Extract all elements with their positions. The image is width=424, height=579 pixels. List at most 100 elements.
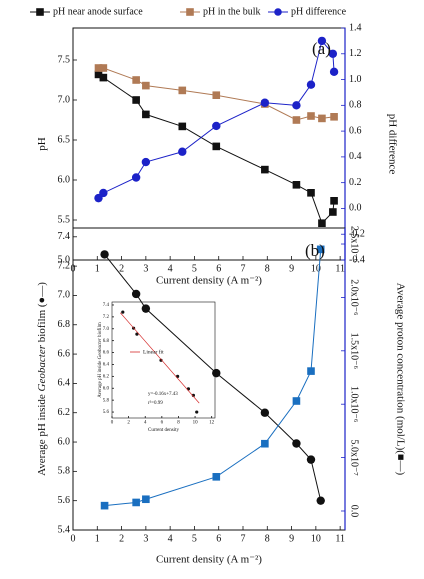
- y-axis-label: pH: [36, 137, 48, 151]
- x-tick-label: 5: [192, 533, 197, 544]
- y-axis-label-part: pH: [36, 137, 48, 151]
- marker: [212, 121, 221, 131]
- x-tick-label: 5: [192, 263, 197, 274]
- marker: [100, 250, 109, 259]
- y2-axis-label: pH difference: [386, 114, 398, 175]
- x-axis-label: Current density (A m⁻²): [156, 275, 262, 287]
- x-tick-label: 2: [119, 533, 124, 544]
- marker: [316, 245, 325, 254]
- x-tick-label: 9: [289, 263, 294, 274]
- marker: [159, 358, 163, 362]
- y-tick-label: 7.4: [58, 231, 71, 242]
- y2-tick-label: 0.0: [349, 505, 360, 518]
- y2-tick-label: 1.2: [349, 48, 362, 59]
- x-tick-label: 11: [335, 533, 345, 544]
- y-tick-label: 6.0: [103, 386, 110, 391]
- x-tick-label: 10: [311, 533, 321, 544]
- marker: [212, 473, 221, 481]
- panel-label: (a): [312, 39, 331, 58]
- y-tick-label: 6.0: [58, 436, 71, 447]
- marker: [260, 408, 270, 417]
- x-tick-label: 8: [265, 263, 270, 274]
- marker: [142, 110, 150, 119]
- marker: [306, 80, 316, 89]
- marker: [142, 495, 150, 504]
- x-tick-label: 10: [311, 263, 321, 274]
- y2-tick-label: -0.4: [349, 254, 365, 265]
- marker: [292, 181, 301, 189]
- marker: [99, 73, 108, 82]
- marker: [329, 67, 339, 77]
- marker: [329, 208, 337, 216]
- legend-label: pH in the bulk: [203, 6, 261, 17]
- x-tick-label: 1: [95, 263, 100, 274]
- marker: [317, 36, 327, 46]
- annotation: y=-0.16x+7.43: [148, 392, 178, 397]
- marker: [307, 112, 315, 120]
- legend-marker: [186, 8, 194, 16]
- y-tick-label: 5.0: [58, 254, 71, 265]
- y-tick-label: 5.6: [103, 410, 110, 415]
- x-tick-label: 9: [289, 533, 294, 544]
- marker: [261, 165, 269, 174]
- marker: [141, 157, 151, 167]
- x-tick-label: 7: [241, 263, 246, 274]
- legend-label: Linear fit: [143, 348, 164, 355]
- marker: [131, 289, 141, 299]
- marker: [94, 64, 103, 72]
- y-axis-label: Average pH inside Geobacter biofilm: [98, 322, 103, 398]
- y-tick-label: 7.0: [58, 290, 71, 301]
- legend-marker: [274, 8, 282, 16]
- y-tick-label: 6.6: [58, 348, 71, 359]
- x-tick-label: 1: [95, 533, 100, 544]
- marker: [141, 304, 151, 313]
- plot-frame: [72, 27, 346, 261]
- y-tick-label: 6.2: [58, 407, 71, 418]
- marker: [99, 64, 108, 72]
- x-tick-label: 10: [193, 421, 199, 426]
- y-tick-label: 6.5: [58, 134, 71, 145]
- x-tick-label: 2: [127, 421, 130, 426]
- y-tick-label: 5.6: [58, 495, 71, 506]
- marker: [316, 496, 325, 505]
- y-tick-label: 6.4: [103, 363, 110, 368]
- marker: [142, 81, 150, 90]
- y2-axis-label: Average proton concentration (mol/L)(■—): [394, 283, 406, 476]
- x-tick-label: 4: [168, 533, 173, 544]
- marker: [178, 122, 187, 131]
- marker: [212, 142, 221, 151]
- marker: [307, 367, 315, 375]
- y2-tick-label: 2.0x10⁻⁶: [349, 279, 360, 316]
- x-tick-label: 8: [177, 421, 180, 426]
- y-tick-label: 7.2: [58, 260, 71, 271]
- marker: [260, 98, 270, 107]
- x-tick-label: 11: [335, 263, 345, 274]
- series-line: [104, 249, 322, 507]
- x-tick-label: 6: [161, 421, 164, 426]
- x-tick-label: 0: [71, 533, 76, 544]
- y-tick-label: 6.0: [58, 174, 71, 185]
- y2-tick-label: 0.8: [349, 100, 362, 111]
- marker: [292, 116, 301, 124]
- y2-tick-label: -0.2: [349, 229, 365, 240]
- marker: [131, 173, 141, 182]
- marker: [178, 86, 187, 95]
- x-tick-label: 7: [241, 533, 246, 544]
- plot-frame: [72, 227, 346, 531]
- y2-tick-label: 1.4: [349, 22, 362, 33]
- marker: [212, 368, 221, 378]
- marker: [191, 393, 196, 397]
- y-tick-label: 6.4: [58, 378, 71, 389]
- marker: [132, 498, 140, 507]
- y-tick-label: 6.2: [103, 374, 110, 379]
- marker: [318, 114, 326, 123]
- x-tick-label: 6: [216, 533, 221, 544]
- y-tick-label: 6.8: [103, 339, 110, 344]
- y-axis-label: Average pH inside Geobacter biofilm (●—): [36, 282, 48, 476]
- y-tick-label: 7.0: [103, 327, 110, 332]
- y-tick-label: 7.5: [58, 54, 71, 65]
- y-tick-label: 7.4: [103, 303, 110, 308]
- marker: [94, 70, 103, 79]
- y-tick-label: 5.8: [103, 398, 110, 403]
